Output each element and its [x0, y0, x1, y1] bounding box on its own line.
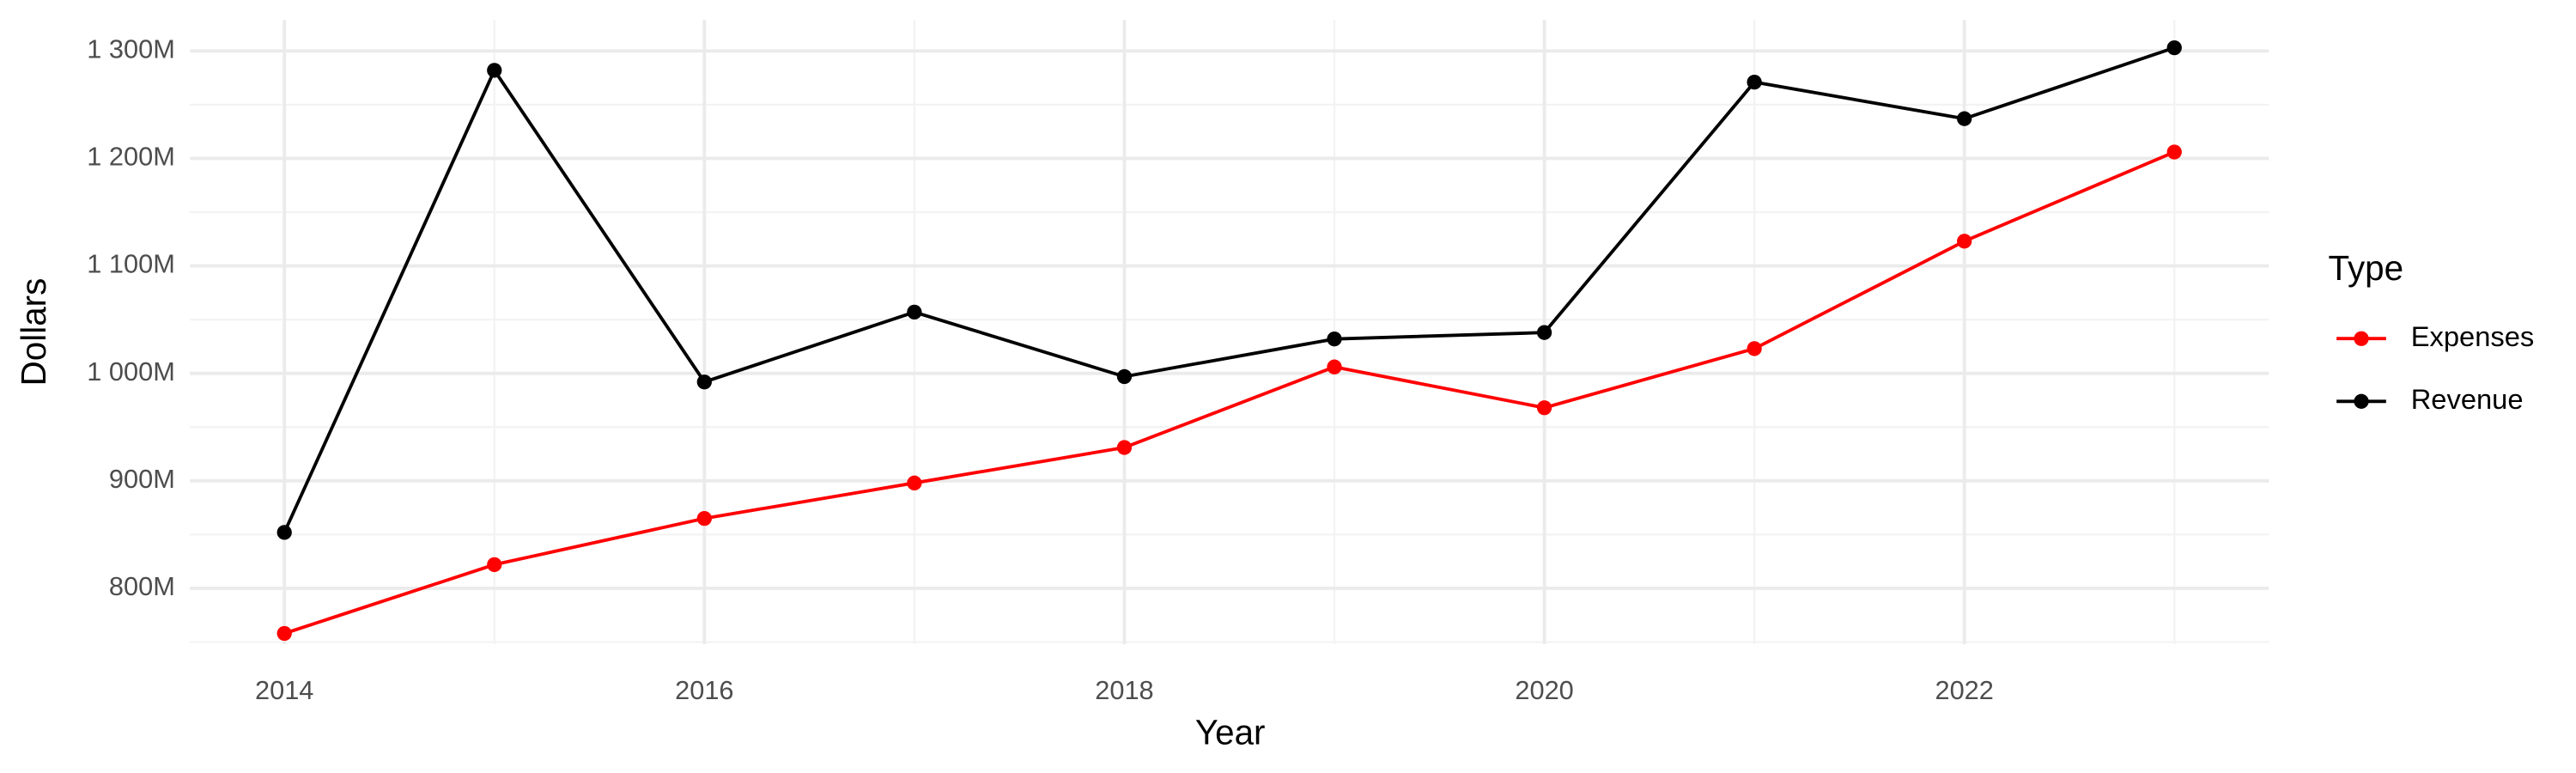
- data-point: [1536, 325, 1552, 340]
- y-axis-title: Dollars: [14, 278, 53, 386]
- data-point: [1116, 368, 1133, 385]
- x-tick-label: 2018: [1095, 675, 1153, 705]
- series-line: [283, 150, 2176, 636]
- x-tick-label: 2016: [675, 675, 733, 705]
- data-point: [1747, 341, 1762, 356]
- y-tick-label: 1 100M: [87, 249, 175, 279]
- data-point: [487, 63, 502, 78]
- x-tick-label: 2014: [255, 675, 313, 705]
- x-axis-title: Year: [1195, 712, 1266, 752]
- y-tick-label: 900M: [109, 464, 175, 494]
- data-point: [1747, 74, 1762, 90]
- y-tick-label: 1 300M: [87, 33, 175, 64]
- data-point: [907, 475, 922, 490]
- data-point: [1957, 234, 1972, 249]
- legend-key-point: [2354, 393, 2369, 409]
- series-line: [283, 46, 2175, 533]
- data-point: [907, 304, 922, 320]
- x-tick-label: 2022: [1935, 675, 1993, 705]
- data-point: [1957, 111, 1972, 126]
- data-point: [1327, 359, 1342, 374]
- data-point: [487, 557, 502, 573]
- grid: [190, 20, 2269, 644]
- data-point: [276, 525, 292, 540]
- data-point: [276, 625, 292, 642]
- data-point: [696, 374, 712, 390]
- legend-label: Revenue: [2411, 383, 2524, 415]
- data-point: [1116, 440, 1133, 455]
- y-tick-label: 1 200M: [87, 142, 175, 172]
- data-point: [696, 510, 712, 526]
- data-point: [2166, 40, 2182, 56]
- legend-label: Expenses: [2411, 320, 2535, 352]
- data-point: [1327, 332, 1342, 347]
- legend-key-point: [2354, 331, 2369, 346]
- legend-title: Type: [2329, 248, 2404, 288]
- y-tick-label: 800M: [109, 571, 175, 601]
- data-point: [1536, 400, 1552, 416]
- x-tick-label: 2020: [1515, 675, 1573, 705]
- data-point: [2166, 144, 2182, 160]
- y-tick-label: 1 000M: [87, 356, 175, 386]
